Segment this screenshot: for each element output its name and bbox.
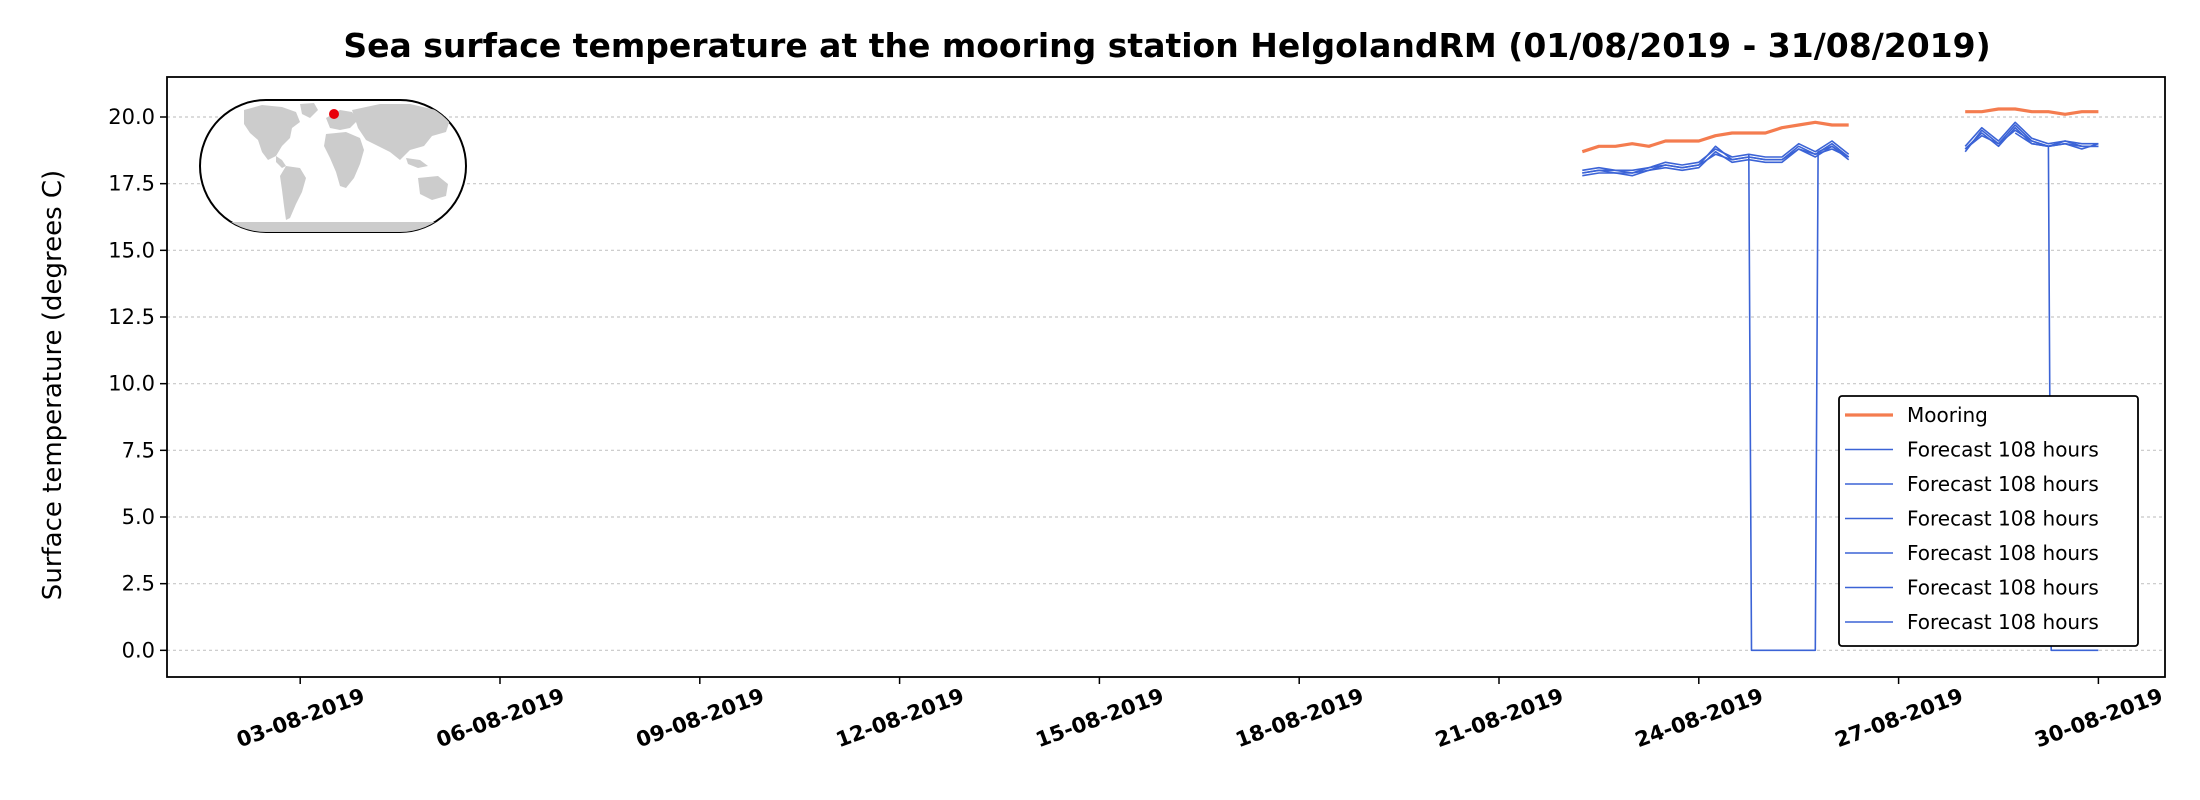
y-tick-label: 20.0 [108,105,155,129]
series-forecast-108-hours [1748,145,1850,652]
x-tick-label: 15-08-2019 [1033,684,1167,752]
chart-title: Sea surface temperature at the mooring s… [343,26,1990,65]
y-tick-label: 17.5 [108,172,155,196]
plot-frame [166,76,2166,678]
landmass-australia [418,176,448,200]
inset-world-map [199,99,467,233]
landmass-southeast-asia [406,158,428,168]
forecast-line [2014,132,2099,652]
y-tick-label: 0.0 [122,638,155,662]
x-tick-label: 18-08-2019 [1232,684,1366,752]
y-tick-label: 12.5 [108,305,155,329]
x-tick-label: 06-08-2019 [433,684,567,752]
legend-frame [1838,395,2139,647]
landmass-central-america [276,156,286,168]
series-mooring [1581,107,2099,154]
series-forecast-108-hours [2014,132,2099,652]
series-forecast-108-hours [1582,129,2099,174]
inset-map-land [200,103,466,232]
x-tick-label: 27-08-2019 [1832,684,1966,752]
legend-label: Forecast 108 hours [1907,507,2099,531]
mooring-line [1965,107,2099,116]
legend-label: Forecast 108 hours [1907,610,2099,634]
y-axis-label: Surface temperature (degrees C) [38,170,68,600]
series-forecast-108-hours [1582,121,2099,172]
x-tick-label: 03-08-2019 [233,684,367,752]
landmass-africa [324,132,364,188]
forecast-line [1582,142,1850,174]
forecast-line [1582,140,1850,172]
legend-label: Forecast 108 hours [1907,541,2099,565]
legend-item: Forecast 108 hours [1845,507,2099,531]
grid-layer [167,116,2165,651]
legend-item: Forecast 108 hours [1845,438,2099,462]
x-tick-label: 09-08-2019 [633,684,767,752]
y-tick-label: 2.5 [122,572,155,596]
x-tick-label: 24-08-2019 [1632,684,1766,752]
y-tick-label: 5.0 [122,505,155,529]
y-tick-label: 10.0 [108,372,155,396]
legend-item: Forecast 108 hours [1845,576,2099,600]
mooring-line [1581,120,1849,154]
y-tick-label: 15.0 [108,238,155,262]
landmass-asia [352,104,450,160]
forecast-line [1582,148,1850,174]
legend-label: Forecast 108 hours [1907,438,2099,462]
x-tick-label: 12-08-2019 [833,684,967,752]
legend-label: Forecast 108 hours [1907,472,2099,496]
x-tick-label: 30-08-2019 [2032,684,2166,752]
landmass-north-america [244,105,300,160]
legend-label: Forecast 108 hours [1907,576,2099,600]
legend-item: Forecast 108 hours [1845,541,2099,565]
legend-item: Forecast 108 hours [1845,472,2099,496]
legend-item: Mooring [1845,403,1988,427]
forecast-line [1582,145,1850,177]
y-tick-label: 7.5 [122,438,155,462]
x-tick-label: 21-08-2019 [1432,684,1566,752]
legend-label: Mooring [1907,403,1988,427]
forecast-line [1964,121,2099,147]
legend-item: Forecast 108 hours [1845,610,2099,634]
forecast-line [1748,145,1850,652]
landmass-south-america [280,166,306,220]
station-location-marker [329,109,339,119]
landmass-antarctica [200,222,466,232]
series-layer [1581,107,2099,652]
landmass-greenland [300,103,318,118]
legend: Mooring Forecast 108 hours Forecast 108 ho… [1838,395,2139,647]
forecast-line [1964,129,2099,150]
